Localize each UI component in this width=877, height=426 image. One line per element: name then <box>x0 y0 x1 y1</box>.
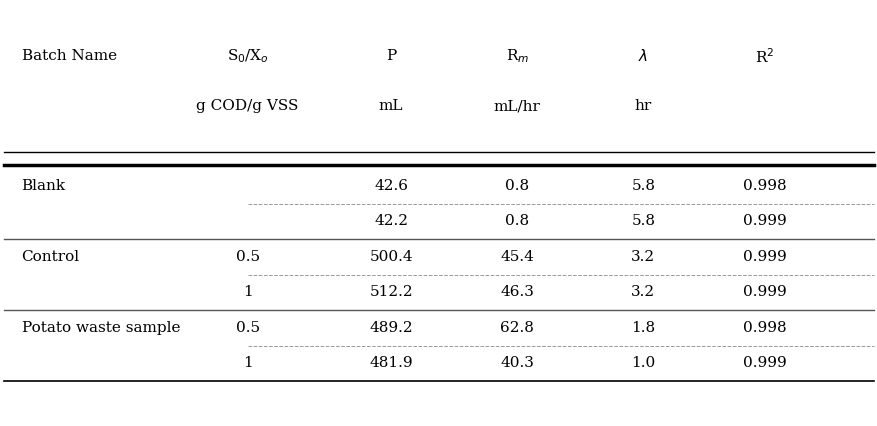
Text: 62.8: 62.8 <box>500 321 533 335</box>
Text: 512.2: 512.2 <box>369 285 412 299</box>
Text: 42.2: 42.2 <box>374 214 408 228</box>
Text: hr: hr <box>634 100 652 113</box>
Text: g COD/g VSS: g COD/g VSS <box>196 100 298 113</box>
Text: 0.999: 0.999 <box>743 214 786 228</box>
Text: 42.6: 42.6 <box>374 179 408 193</box>
Text: 0.5: 0.5 <box>235 321 260 335</box>
Text: 0.999: 0.999 <box>743 357 786 370</box>
Text: 0.998: 0.998 <box>743 179 786 193</box>
Text: Batch Name: Batch Name <box>22 49 117 63</box>
Text: 1: 1 <box>243 285 253 299</box>
Text: 0.8: 0.8 <box>504 214 529 228</box>
Text: 46.3: 46.3 <box>500 285 533 299</box>
Text: Control: Control <box>22 250 80 264</box>
Text: 0.999: 0.999 <box>743 285 786 299</box>
Text: Potato waste sample: Potato waste sample <box>22 321 180 335</box>
Text: 1.0: 1.0 <box>631 357 655 370</box>
Text: 500.4: 500.4 <box>369 250 412 264</box>
Text: mL/hr: mL/hr <box>493 100 540 113</box>
Text: $\lambda$: $\lambda$ <box>638 49 648 64</box>
Text: 3.2: 3.2 <box>631 250 655 264</box>
Text: mL: mL <box>379 100 403 113</box>
Text: 5.8: 5.8 <box>631 214 654 228</box>
Text: 5.8: 5.8 <box>631 179 654 193</box>
Text: 40.3: 40.3 <box>500 357 533 370</box>
Text: 0.999: 0.999 <box>743 250 786 264</box>
Text: 489.2: 489.2 <box>369 321 412 335</box>
Text: 0.8: 0.8 <box>504 179 529 193</box>
Text: Blank: Blank <box>22 179 66 193</box>
Text: 0.5: 0.5 <box>235 250 260 264</box>
Text: 0.998: 0.998 <box>743 321 786 335</box>
Text: 3.2: 3.2 <box>631 285 655 299</box>
Text: 481.9: 481.9 <box>369 357 412 370</box>
Text: S$_0$/X$_o$: S$_0$/X$_o$ <box>226 48 268 65</box>
Text: 45.4: 45.4 <box>500 250 533 264</box>
Text: 1.8: 1.8 <box>631 321 655 335</box>
Text: R$_m$: R$_m$ <box>505 48 528 65</box>
Text: P: P <box>386 49 396 63</box>
Text: R$^2$: R$^2$ <box>754 47 774 66</box>
Text: 1: 1 <box>243 357 253 370</box>
